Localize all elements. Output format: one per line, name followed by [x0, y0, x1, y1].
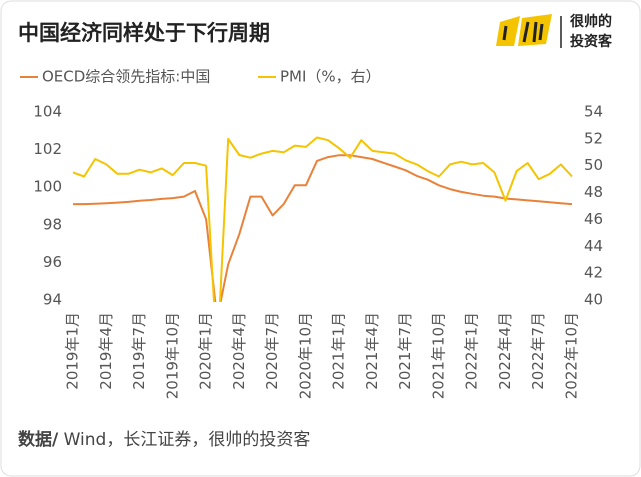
y2-tick-label: 52 [584, 129, 603, 147]
y2-tick-label: 50 [584, 156, 603, 174]
x-tick-label: 2020年7月 [263, 312, 281, 390]
y-tick-label: 100 [33, 178, 62, 196]
brand-part: 很帅的 [570, 13, 612, 30]
legend-label: PMI（%，右） [280, 68, 381, 86]
x-tick-label: 2021年7月 [396, 312, 414, 390]
y-tick-label: 102 [33, 140, 62, 158]
y2-tick-label: 54 [584, 103, 603, 121]
plot-area [72, 136, 573, 302]
x-tick-label: 2019年7月 [130, 312, 148, 390]
series-line [73, 154, 573, 302]
x-tick-label: 2019年1月 [64, 312, 82, 390]
y2-tick-label: 48 [584, 183, 603, 201]
y2-tick-label: 44 [584, 237, 603, 255]
x-tick-label: 2019年10月 [163, 312, 181, 399]
y2-tick-label: 42 [584, 264, 603, 282]
logo-icon [496, 14, 552, 46]
y2-tick-label: 46 [584, 210, 603, 228]
series-line [72, 136, 573, 302]
y-tick-label: 98 [43, 215, 62, 233]
x-tick-label: 2022年4月 [496, 312, 514, 390]
legend-label: OECD综合领先指标:中国 [42, 68, 210, 86]
y-tick-label: 94 [43, 291, 62, 309]
chart-title: 中国经济同样处于下行周期 [18, 21, 270, 45]
y-tick-label: 96 [43, 253, 62, 271]
x-tick-label: 2022年1月 [463, 312, 481, 390]
y-tick-label: 104 [33, 103, 62, 121]
source-text: Wind，长江证券，很帅的投资客 [58, 430, 310, 450]
y2-tick-label: 40 [584, 291, 603, 309]
x-tick-label: 2020年10月 [296, 312, 314, 399]
x-tick-label: 2019年4月 [97, 312, 115, 390]
brand-part: 投资客 [570, 33, 613, 50]
x-tick-label: 2021年4月 [363, 312, 381, 390]
source-label: 数据/ [18, 429, 59, 450]
x-tick-label: 2022年7月 [529, 312, 547, 390]
x-tick-label: 2020年1月 [197, 312, 215, 390]
x-tick-label: 2021年10月 [429, 312, 447, 399]
x-tick-label: 2021年1月 [330, 312, 348, 390]
x-tick-label: 2020年4月 [230, 312, 248, 390]
source: 数据/ Wind，长江证券，很帅的投资客 [18, 429, 310, 450]
x-tick-label: 2022年10月 [563, 312, 581, 399]
